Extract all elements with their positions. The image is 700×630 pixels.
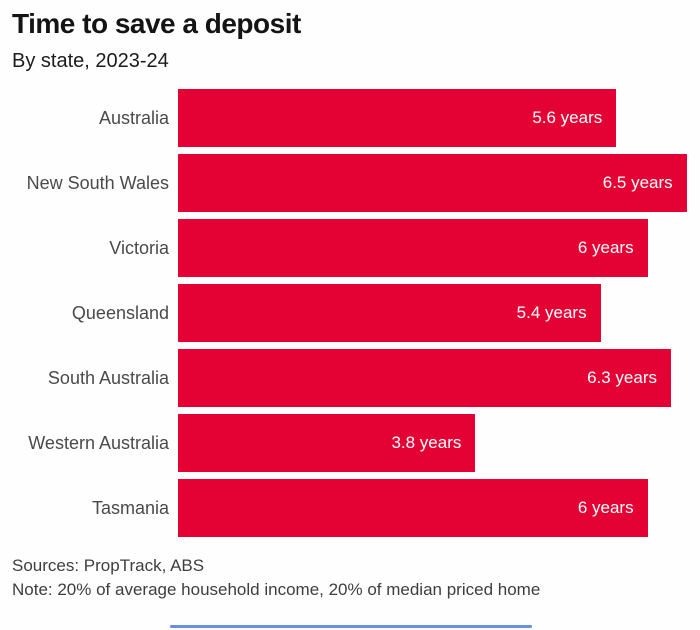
bar-chart: Australia 5.6 years New South Wales 6.5 … (0, 89, 700, 537)
bar-row: Australia 5.6 years (0, 89, 700, 147)
category-label: Queensland (71, 302, 169, 323)
value-label: 6 years (577, 498, 634, 517)
bar-track: 5.6 years (178, 89, 700, 147)
bar: 5.4 years (178, 284, 601, 342)
bar-row: Western Australia 3.8 years (0, 414, 700, 472)
chart-subtitle: By state, 2023-24 (12, 50, 169, 72)
value-label: 5.6 years (532, 108, 603, 127)
bar: 6 years (178, 219, 648, 277)
value-label: 6.5 years (602, 173, 673, 192)
bar: 6 years (178, 479, 648, 537)
bottom-divider-line (170, 625, 532, 628)
bar: 6.5 years (178, 154, 687, 212)
chart-title: Time to save a deposit (12, 8, 301, 39)
chart-footer: Sources: PropTrack, ABS Note: 20% of ave… (12, 554, 700, 602)
bar-row: Queensland 5.4 years (0, 284, 700, 342)
bar-track: 6.5 years (178, 154, 700, 212)
category-label: Australia (98, 107, 169, 128)
bar: 6.3 years (178, 349, 672, 407)
category-label: Victoria (109, 237, 169, 258)
bar-row: South Australia 6.3 years (0, 349, 700, 407)
bar: 5.6 years (178, 89, 617, 147)
bar-row: Tasmania 6 years (0, 479, 700, 537)
bar: 3.8 years (178, 414, 476, 472)
category-label: Western Australia (28, 432, 169, 453)
bar-track: 6 years (178, 479, 700, 537)
value-label: 5.4 years (516, 303, 587, 322)
bar-track: 3.8 years (178, 414, 700, 472)
bar-track: 6.3 years (178, 349, 700, 407)
note-text: Note: 20% of average household income, 2… (12, 580, 541, 599)
value-label: 6.3 years (587, 368, 658, 387)
category-label: New South Wales (26, 172, 169, 193)
category-label: South Australia (47, 367, 169, 388)
category-label: Tasmania (91, 497, 169, 518)
value-label: 6 years (577, 238, 634, 257)
bar-row: New South Wales 6.5 years (0, 154, 700, 212)
bar-row: Victoria 6 years (0, 219, 700, 277)
bar-track: 6 years (178, 219, 700, 277)
bar-track: 5.4 years (178, 284, 700, 342)
value-label: 3.8 years (391, 433, 462, 452)
sources-text: Sources: PropTrack, ABS (12, 556, 205, 575)
